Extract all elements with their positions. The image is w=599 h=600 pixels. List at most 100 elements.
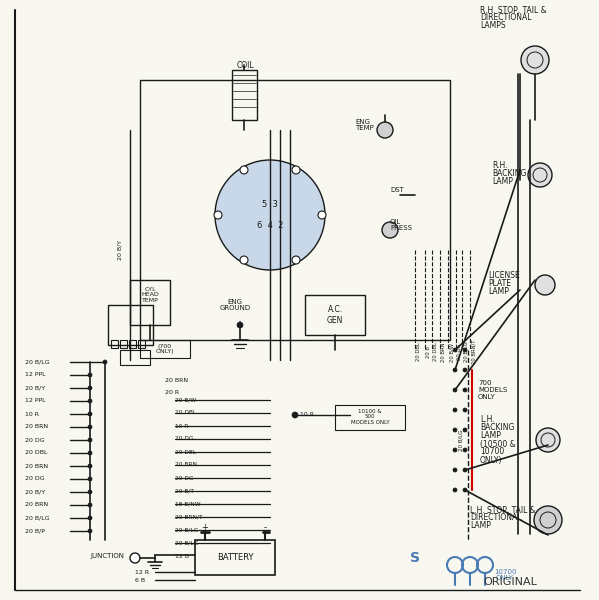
Circle shape xyxy=(88,412,92,416)
Text: LICENSE: LICENSE xyxy=(488,271,520,280)
Text: 10 R: 10 R xyxy=(175,424,188,428)
Circle shape xyxy=(88,399,92,403)
Circle shape xyxy=(453,388,457,392)
Text: R.H. STOP, TAIL &: R.H. STOP, TAIL & xyxy=(480,5,547,14)
Text: LAMP: LAMP xyxy=(470,521,491,530)
Circle shape xyxy=(521,46,549,74)
Text: 20 BRN: 20 BRN xyxy=(25,503,48,508)
Circle shape xyxy=(382,222,398,238)
Text: 20 B/LG: 20 B/LG xyxy=(175,527,198,533)
Text: 20 DG: 20 DG xyxy=(175,475,193,481)
Text: 10700
ONLY: 10700 ONLY xyxy=(494,569,516,581)
Text: 20 B/W: 20 B/W xyxy=(175,397,196,403)
Text: R.H.: R.H. xyxy=(492,160,507,169)
Circle shape xyxy=(463,448,467,452)
Circle shape xyxy=(88,529,92,533)
Text: PLATE: PLATE xyxy=(488,278,511,287)
Bar xyxy=(138,340,145,348)
Bar xyxy=(120,350,150,365)
Text: 20 B: 20 B xyxy=(426,346,431,358)
Circle shape xyxy=(535,275,555,295)
Text: +: + xyxy=(201,523,208,533)
Text: 10700: 10700 xyxy=(480,448,504,457)
Text: ENG
GROUND: ENG GROUND xyxy=(219,298,250,311)
Text: L.H. STOP, TAIL &: L.H. STOP, TAIL & xyxy=(470,505,536,514)
Text: 20 BRN: 20 BRN xyxy=(441,342,446,362)
Circle shape xyxy=(88,373,92,377)
Text: 20 B/Y: 20 B/Y xyxy=(117,240,123,260)
Text: 20 B/LG: 20 B/LG xyxy=(463,341,468,362)
Circle shape xyxy=(463,468,467,472)
Circle shape xyxy=(292,412,298,418)
Circle shape xyxy=(214,211,222,219)
Text: 12 B: 12 B xyxy=(175,554,189,559)
Text: 20 DG: 20 DG xyxy=(457,344,462,360)
Text: 20 B/W: 20 B/W xyxy=(449,343,454,361)
Bar xyxy=(130,280,170,325)
Text: 5  3

6  4  2: 5 3 6 4 2 xyxy=(257,200,283,230)
Text: LAMPS: LAMPS xyxy=(480,22,506,31)
Circle shape xyxy=(453,488,457,492)
Bar xyxy=(108,305,153,345)
Circle shape xyxy=(463,408,467,412)
Text: LAMP: LAMP xyxy=(492,176,513,185)
Circle shape xyxy=(88,386,92,390)
Bar xyxy=(195,540,275,575)
Text: COIL: COIL xyxy=(236,61,254,70)
Text: 20 B/Y: 20 B/Y xyxy=(25,385,45,391)
Text: 20 DBL: 20 DBL xyxy=(175,449,196,455)
Text: 20 B/Y: 20 B/Y xyxy=(25,490,45,494)
Text: LAMP: LAMP xyxy=(488,286,509,295)
Text: JUNCTION: JUNCTION xyxy=(90,553,124,559)
Text: A.C.
GEN: A.C. GEN xyxy=(327,305,343,325)
Text: ENG
TEMP: ENG TEMP xyxy=(355,118,374,131)
Text: 20 BRN: 20 BRN xyxy=(175,463,197,467)
Text: ORIGINAL: ORIGINAL xyxy=(483,577,537,587)
Circle shape xyxy=(130,553,140,563)
Bar xyxy=(129,340,136,348)
Text: 20 DBL: 20 DBL xyxy=(25,451,47,455)
Circle shape xyxy=(463,368,467,372)
Circle shape xyxy=(240,256,248,264)
Bar xyxy=(140,80,450,340)
Circle shape xyxy=(528,163,552,187)
Text: 20 R: 20 R xyxy=(165,389,179,395)
Circle shape xyxy=(88,451,92,455)
Text: 20 B/T: 20 B/T xyxy=(175,488,194,493)
Text: 20 DBL: 20 DBL xyxy=(175,410,196,415)
Text: 20 BRN: 20 BRN xyxy=(165,377,188,383)
Bar xyxy=(140,340,190,358)
Text: (10500 &: (10500 & xyxy=(480,439,516,449)
Bar xyxy=(335,405,405,430)
Text: 10100 &
500
MODELS ONLY: 10100 & 500 MODELS ONLY xyxy=(350,409,389,425)
Text: 20 B/LG: 20 B/LG xyxy=(25,515,50,520)
Circle shape xyxy=(534,506,562,534)
Circle shape xyxy=(88,477,92,481)
Text: 6 B: 6 B xyxy=(135,578,145,583)
Text: 12 PPL: 12 PPL xyxy=(25,373,46,377)
Circle shape xyxy=(88,490,92,494)
Circle shape xyxy=(453,368,457,372)
Circle shape xyxy=(237,322,243,328)
Text: (700
ONLY): (700 ONLY) xyxy=(156,344,174,355)
Text: 10 R: 10 R xyxy=(25,412,39,416)
Circle shape xyxy=(88,464,92,468)
Bar xyxy=(111,340,118,348)
Text: 20 BRN: 20 BRN xyxy=(25,425,48,430)
Text: S: S xyxy=(410,551,420,565)
Text: 20 B/LG: 20 B/LG xyxy=(175,541,198,545)
Text: 20 B/LG: 20 B/LG xyxy=(458,429,464,451)
Text: 20 B/P: 20 B/P xyxy=(25,529,45,533)
Text: 20 DG: 20 DG xyxy=(175,437,193,442)
Text: DIRECTIONAL: DIRECTIONAL xyxy=(470,514,522,523)
Circle shape xyxy=(292,166,300,174)
Text: 10 R: 10 R xyxy=(300,413,314,418)
Text: L.H.: L.H. xyxy=(480,415,495,425)
Text: 20 B/LG: 20 B/LG xyxy=(25,359,50,364)
Text: 20 BRN: 20 BRN xyxy=(25,463,48,469)
Text: 18 B/NW: 18 B/NW xyxy=(175,502,201,506)
Circle shape xyxy=(88,516,92,520)
Circle shape xyxy=(377,122,393,138)
Circle shape xyxy=(240,166,248,174)
Circle shape xyxy=(453,468,457,472)
